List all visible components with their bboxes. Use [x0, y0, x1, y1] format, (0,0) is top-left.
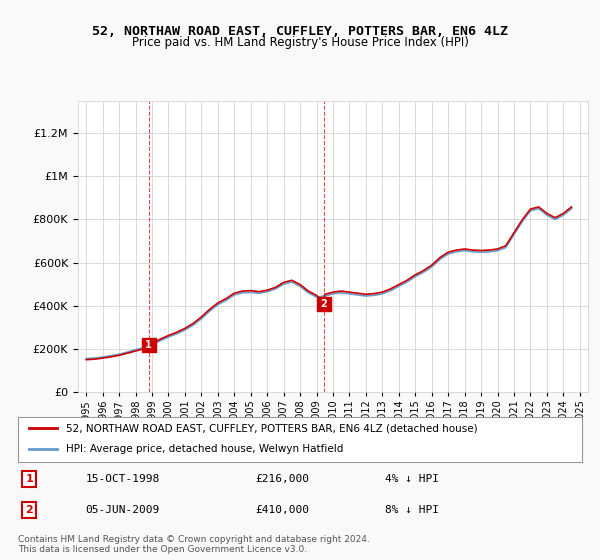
Text: Price paid vs. HM Land Registry's House Price Index (HPI): Price paid vs. HM Land Registry's House … [131, 36, 469, 49]
Text: 52, NORTHAW ROAD EAST, CUFFLEY, POTTERS BAR, EN6 4LZ (detached house): 52, NORTHAW ROAD EAST, CUFFLEY, POTTERS … [66, 423, 478, 433]
Text: 1: 1 [145, 340, 152, 351]
Text: HPI: Average price, detached house, Welwyn Hatfield: HPI: Average price, detached house, Welw… [66, 445, 343, 455]
Text: 15-OCT-1998: 15-OCT-1998 [86, 474, 160, 484]
Text: 1: 1 [25, 474, 33, 484]
Text: 2: 2 [320, 298, 327, 309]
Text: 52, NORTHAW ROAD EAST, CUFFLEY, POTTERS BAR, EN6 4LZ: 52, NORTHAW ROAD EAST, CUFFLEY, POTTERS … [92, 25, 508, 38]
Text: 8% ↓ HPI: 8% ↓ HPI [385, 505, 439, 515]
Text: 2: 2 [25, 505, 33, 515]
Text: £410,000: £410,000 [255, 505, 309, 515]
Text: £216,000: £216,000 [255, 474, 309, 484]
Text: Contains HM Land Registry data © Crown copyright and database right 2024.
This d: Contains HM Land Registry data © Crown c… [18, 535, 370, 554]
Text: 05-JUN-2009: 05-JUN-2009 [86, 505, 160, 515]
Text: 4% ↓ HPI: 4% ↓ HPI [385, 474, 439, 484]
